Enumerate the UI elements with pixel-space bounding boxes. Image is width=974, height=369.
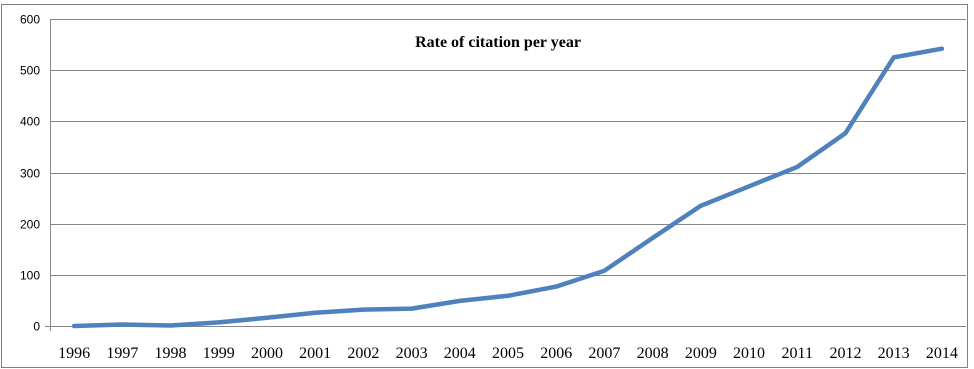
y-tick-label-300: 300 [20,167,40,181]
x-tick-label-2000: 2000 [251,345,283,362]
data-point-1997 [120,322,125,327]
x-axis-tick-labels: 1996 1997 1998 1999 2000 2001 2002 2003 2004 2005… [58,345,958,362]
x-tick-label-1998: 1998 [155,345,187,362]
axes [45,19,966,331]
data-point-2011 [795,164,800,169]
y-tick-label-500: 500 [20,64,40,78]
x-tick-label-1999: 1999 [203,345,235,362]
data-point-1996 [72,324,77,328]
data-point-2008 [650,236,655,240]
data-point-2009 [698,203,703,208]
chart-title: Rate of citation per year [415,34,581,51]
data-point-2001 [313,310,318,315]
x-tick-label-2005: 2005 [492,345,524,362]
data-point-1998 [168,323,173,328]
data-point-2004 [457,298,462,303]
y-tick-label-200: 200 [20,218,40,232]
data-point-2002 [361,307,366,312]
x-tick-label-2014: 2014 [926,345,958,362]
data-point-2006 [554,284,559,289]
y-tick-label-400: 400 [20,115,40,129]
x-tick-label-2001: 2001 [299,345,331,362]
x-tick-label-2002: 2002 [347,345,379,362]
x-tick-label-2008: 2008 [637,345,669,362]
x-tick-label-2009: 2009 [685,345,717,362]
data-point-2014 [939,46,944,51]
x-tick-label-2010: 2010 [733,345,765,362]
y-tick-label-600: 600 [20,13,40,27]
chart-frame [1,4,968,368]
data-point-1999 [216,320,221,325]
y-tick-label-0: 0 [33,320,40,334]
y-axis-tick-labels: 0 100 200 300 400 500 600 [20,13,40,334]
data-point-2000 [264,315,269,320]
x-tick-label-2003: 2003 [396,345,428,362]
data-point-2012 [843,131,848,136]
x-tick-label-2007: 2007 [588,345,620,362]
x-tick-label-2012: 2012 [829,345,861,362]
data-point-2003 [409,306,414,311]
x-tick-label-2006: 2006 [540,345,572,362]
x-tick-label-1997: 1997 [106,345,138,362]
x-tick-label-2011: 2011 [782,345,813,362]
y-tick-label-100: 100 [20,269,40,283]
series-layer [71,46,945,329]
data-point-2010 [747,184,752,189]
data-point-2007 [602,268,607,273]
x-tick-label-2004: 2004 [444,345,476,362]
x-tick-label-1996: 1996 [58,345,90,362]
data-point-2005 [506,293,510,298]
data-point-2013 [891,55,896,60]
gridlines [50,19,966,276]
x-tick-label-2013: 2013 [878,345,910,362]
